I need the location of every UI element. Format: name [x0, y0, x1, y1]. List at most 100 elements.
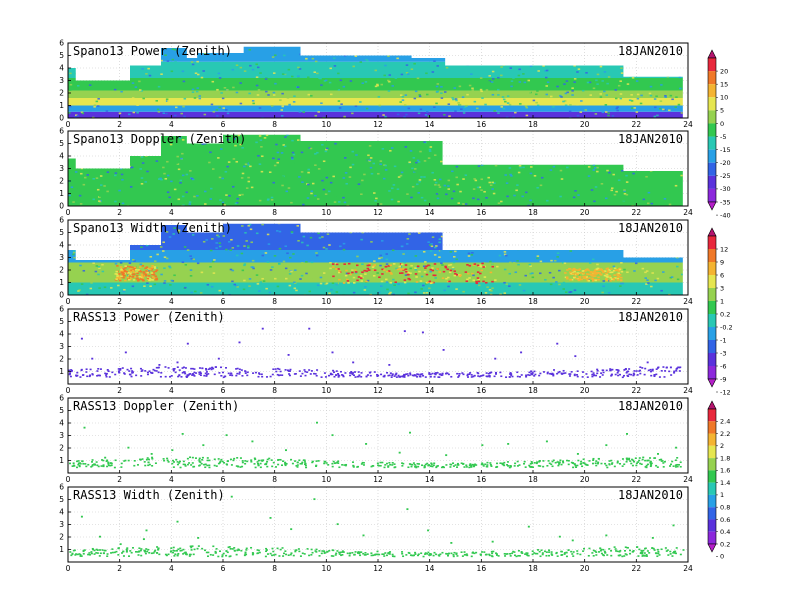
echo-point	[405, 554, 408, 556]
heatmap-speckle	[290, 231, 294, 233]
echo-point	[531, 550, 534, 553]
heatmap-speckle	[76, 114, 80, 117]
heatmap-speckle	[593, 200, 596, 203]
heatmap-speckle	[212, 272, 216, 274]
heatmap-speckle	[676, 58, 680, 60]
heatmap-speckle	[516, 233, 520, 236]
echo-point	[153, 369, 156, 372]
heatmap-speckle	[476, 198, 480, 201]
heatmap-speckle	[159, 246, 163, 248]
echo-point	[458, 375, 461, 377]
echo-point	[450, 552, 453, 555]
sparse-point	[669, 366, 672, 369]
heatmap-speckle	[287, 187, 291, 189]
heatmap-speckle	[556, 256, 559, 258]
heatmap-speckle	[445, 136, 449, 139]
heatmap-hotspot-cell	[149, 268, 152, 270]
heatmap-speckle	[518, 81, 522, 83]
heatmap-speckle	[328, 241, 331, 243]
heatmap-hotspot-cell	[150, 272, 154, 274]
echo-point	[417, 554, 420, 557]
x-tick-label: 8	[272, 297, 277, 306]
echo-point	[335, 370, 338, 372]
echo-point	[516, 465, 519, 467]
heatmap-speckle	[297, 66, 300, 69]
heatmap-speckle	[424, 51, 428, 53]
echo-point	[155, 366, 158, 369]
echo-point	[105, 372, 108, 375]
heatmap-speckle	[678, 157, 682, 159]
echo-point	[677, 366, 680, 369]
echo-point	[536, 461, 539, 463]
heatmap-speckle	[524, 105, 528, 107]
echo-point	[623, 463, 626, 466]
heatmap-speckle	[585, 71, 588, 74]
echo-point	[119, 368, 122, 370]
echo-point	[102, 552, 105, 554]
echo-point	[128, 370, 131, 372]
echo-point	[315, 374, 318, 377]
x-tick-label: 20	[580, 564, 590, 573]
heatmap-speckle	[467, 167, 471, 169]
heatmap-speckle	[72, 250, 76, 252]
x-tick-label: 0	[66, 208, 71, 217]
heatmap-speckle	[438, 186, 442, 188]
echo-point	[256, 549, 259, 551]
echo-point	[623, 550, 626, 552]
echo-point	[450, 375, 453, 378]
echo-point	[424, 463, 427, 466]
heatmap-speckle	[316, 198, 320, 200]
heatmap-speckle	[581, 89, 585, 92]
echo-point	[185, 376, 188, 378]
echo-point	[429, 465, 432, 467]
heatmap-speckle	[516, 248, 520, 251]
heatmap-speckle	[248, 74, 251, 77]
echo-point	[446, 554, 449, 557]
y-tick-label: 0	[59, 114, 64, 123]
sparse-point	[142, 538, 145, 541]
heatmap-speckle	[517, 171, 521, 174]
heatmap-speckle	[346, 204, 350, 206]
x-tick-label: 10	[322, 386, 332, 395]
colorbar-tick-label: 0.2	[720, 310, 730, 318]
echo-point	[576, 370, 579, 372]
heatmap-hotspot-cell	[401, 268, 405, 270]
heatmap-speckle	[680, 112, 683, 114]
heatmap-speckle	[382, 114, 385, 116]
echo-point	[566, 459, 569, 462]
colorbar-swatch	[708, 494, 716, 508]
heatmap-speckle	[602, 285, 605, 288]
heatmap-speckle	[117, 167, 121, 170]
echo-point	[87, 553, 90, 556]
heatmap-speckle	[671, 165, 675, 168]
heatmap-speckle	[465, 102, 469, 105]
echo-point	[224, 375, 227, 378]
heatmap-speckle	[561, 261, 565, 264]
echo-point	[617, 554, 620, 557]
heatmap-speckle	[535, 51, 539, 53]
echo-point	[562, 369, 565, 372]
y-tick-label: 5	[59, 495, 64, 504]
echo-point	[104, 372, 107, 375]
echo-point	[190, 367, 193, 370]
heatmap-speckle	[118, 163, 121, 166]
x-tick-label: 10	[322, 475, 332, 484]
sparse-point	[494, 357, 497, 360]
heatmap-speckle	[181, 261, 185, 264]
sparse-point	[313, 498, 316, 501]
heatmap-hotspot-cell	[345, 269, 348, 272]
heatmap-speckle	[404, 94, 408, 96]
echo-point	[342, 374, 345, 377]
echo-point	[352, 465, 355, 467]
heatmap-speckle	[91, 73, 95, 75]
heatmap-hotspot-cell	[132, 269, 136, 271]
heatmap-speckle	[624, 148, 627, 151]
heatmap-speckle	[549, 169, 553, 171]
heatmap-speckle	[622, 199, 626, 201]
heatmap-speckle	[391, 227, 394, 229]
echo-point	[254, 458, 257, 461]
heatmap-hotspot-cell	[116, 275, 119, 277]
heatmap-speckle	[607, 114, 610, 117]
heatmap-speckle	[576, 114, 580, 117]
echo-point	[93, 463, 96, 466]
